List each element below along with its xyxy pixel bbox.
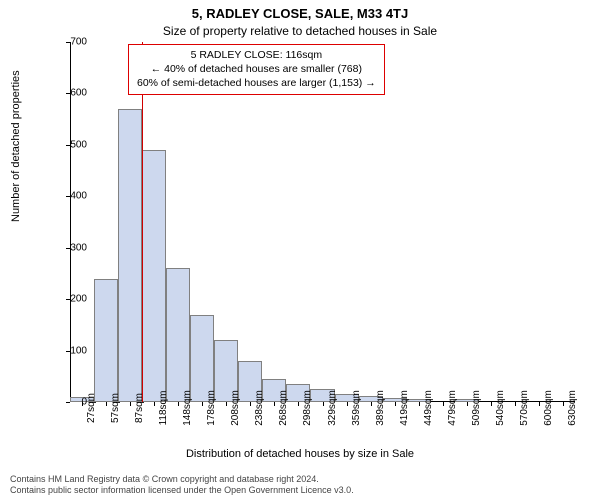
histogram-bar bbox=[94, 279, 118, 402]
footer: Contains HM Land Registry data © Crown c… bbox=[10, 474, 590, 497]
y-tick-label: 600 bbox=[57, 88, 87, 99]
x-tick-label: 600sqm bbox=[543, 390, 554, 426]
x-tick-label: 329sqm bbox=[327, 390, 338, 426]
x-tick-label: 238sqm bbox=[254, 390, 265, 426]
y-tick-label: 0 bbox=[57, 397, 87, 408]
x-tick-label: 118sqm bbox=[158, 391, 169, 426]
x-tick-label: 540sqm bbox=[495, 390, 506, 426]
x-tick-label: 570sqm bbox=[519, 390, 530, 426]
x-tick bbox=[106, 402, 107, 406]
annotation-line: ← 40% of detached houses are smaller (76… bbox=[137, 62, 376, 76]
x-tick-label: 630sqm bbox=[567, 390, 578, 426]
x-tick bbox=[154, 402, 155, 406]
x-tick bbox=[443, 402, 444, 406]
annotation-box: 5 RADLEY CLOSE: 116sqm ← 40% of detached… bbox=[128, 44, 385, 95]
x-tick-label: 359sqm bbox=[351, 390, 362, 426]
y-tick-label: 500 bbox=[57, 139, 87, 150]
x-tick bbox=[419, 402, 420, 406]
histogram-bar bbox=[118, 109, 142, 402]
annotation-line: 60% of semi-detached houses are larger (… bbox=[137, 76, 376, 90]
histogram-bar bbox=[142, 150, 166, 402]
x-tick-label: 268sqm bbox=[278, 390, 289, 426]
x-axis-label: Distribution of detached houses by size … bbox=[0, 448, 600, 460]
footer-line: Contains public sector information licen… bbox=[10, 485, 590, 496]
x-tick-label: 57sqm bbox=[110, 393, 121, 423]
x-tick-label: 479sqm bbox=[447, 390, 458, 426]
page-title: 5, RADLEY CLOSE, SALE, M33 4TJ bbox=[0, 6, 600, 21]
y-tick-label: 300 bbox=[57, 242, 87, 253]
x-tick bbox=[371, 402, 372, 406]
y-tick-label: 400 bbox=[57, 191, 87, 202]
x-tick bbox=[274, 402, 275, 406]
page-subtitle: Size of property relative to detached ho… bbox=[0, 24, 600, 38]
histogram-bar bbox=[166, 268, 190, 402]
x-tick bbox=[202, 402, 203, 406]
x-tick-label: 27sqm bbox=[86, 393, 97, 423]
x-tick-label: 178sqm bbox=[206, 390, 217, 426]
histogram-bar bbox=[190, 315, 214, 402]
x-tick bbox=[298, 402, 299, 406]
x-tick bbox=[130, 402, 131, 406]
histogram-plot bbox=[70, 42, 575, 402]
x-tick-label: 389sqm bbox=[375, 390, 386, 426]
x-tick bbox=[323, 402, 324, 406]
x-tick bbox=[250, 402, 251, 406]
x-tick bbox=[539, 402, 540, 406]
x-tick bbox=[563, 402, 564, 406]
x-tick bbox=[347, 402, 348, 406]
annotation-line: 5 RADLEY CLOSE: 116sqm bbox=[137, 48, 376, 62]
x-tick-label: 148sqm bbox=[182, 390, 193, 426]
x-tick bbox=[226, 402, 227, 406]
x-tick-label: 509sqm bbox=[471, 390, 482, 426]
x-tick bbox=[491, 402, 492, 406]
x-tick-label: 449sqm bbox=[423, 390, 434, 426]
y-tick-label: 200 bbox=[57, 294, 87, 305]
footer-line: Contains HM Land Registry data © Crown c… bbox=[10, 474, 590, 485]
x-tick-label: 419sqm bbox=[399, 390, 410, 426]
subject-marker-line bbox=[142, 42, 143, 402]
x-tick bbox=[395, 402, 396, 406]
x-tick bbox=[178, 402, 179, 406]
x-tick-label: 208sqm bbox=[230, 390, 241, 426]
x-tick-label: 298sqm bbox=[302, 390, 313, 426]
x-tick bbox=[467, 402, 468, 406]
x-tick-label: 87sqm bbox=[134, 393, 145, 423]
y-tick-label: 100 bbox=[57, 345, 87, 356]
x-tick bbox=[515, 402, 516, 406]
y-tick-label: 700 bbox=[57, 37, 87, 48]
y-axis-label: Number of detached properties bbox=[10, 70, 22, 222]
